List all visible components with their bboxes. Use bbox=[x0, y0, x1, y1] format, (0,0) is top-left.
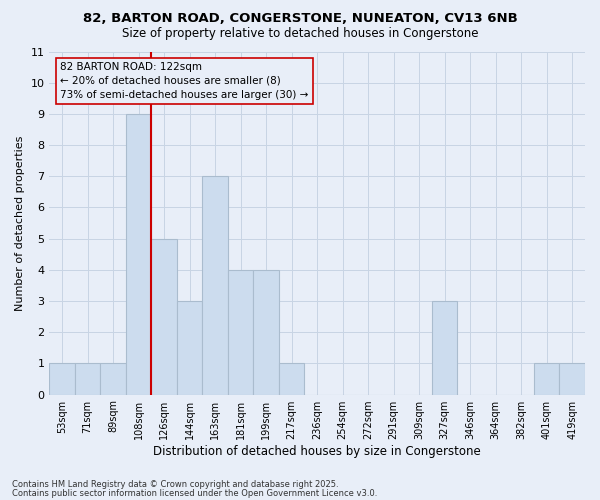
Bar bbox=[559, 364, 585, 394]
Bar bbox=[126, 114, 151, 394]
Bar bbox=[151, 238, 177, 394]
Bar bbox=[228, 270, 253, 394]
Text: 82, BARTON ROAD, CONGERSTONE, NUNEATON, CV13 6NB: 82, BARTON ROAD, CONGERSTONE, NUNEATON, … bbox=[83, 12, 517, 26]
Bar bbox=[279, 364, 304, 394]
Text: Contains public sector information licensed under the Open Government Licence v3: Contains public sector information licen… bbox=[12, 488, 377, 498]
Bar bbox=[534, 364, 559, 394]
Y-axis label: Number of detached properties: Number of detached properties bbox=[15, 136, 25, 310]
Bar bbox=[100, 364, 126, 394]
Bar bbox=[75, 364, 100, 394]
Bar bbox=[253, 270, 279, 394]
Text: Size of property relative to detached houses in Congerstone: Size of property relative to detached ho… bbox=[122, 28, 478, 40]
Bar bbox=[432, 301, 457, 394]
Bar bbox=[49, 364, 75, 394]
Text: 82 BARTON ROAD: 122sqm
← 20% of detached houses are smaller (8)
73% of semi-deta: 82 BARTON ROAD: 122sqm ← 20% of detached… bbox=[60, 62, 308, 100]
Text: Contains HM Land Registry data © Crown copyright and database right 2025.: Contains HM Land Registry data © Crown c… bbox=[12, 480, 338, 489]
Bar bbox=[202, 176, 228, 394]
X-axis label: Distribution of detached houses by size in Congerstone: Distribution of detached houses by size … bbox=[154, 444, 481, 458]
Bar bbox=[177, 301, 202, 394]
